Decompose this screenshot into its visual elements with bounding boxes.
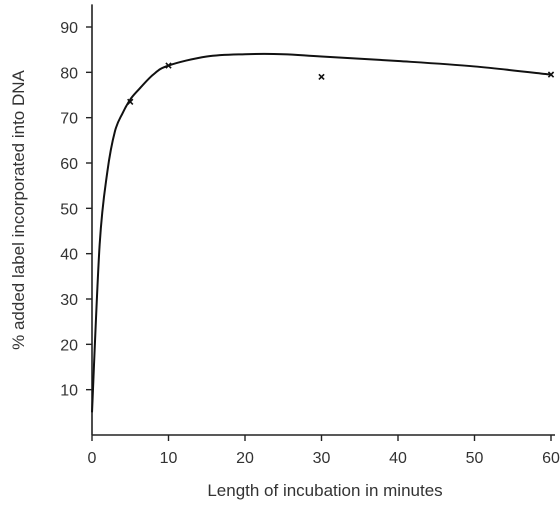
- y-tick-label-7: 80: [60, 65, 78, 82]
- x-tick-label-3: 30: [313, 450, 331, 467]
- x-tick-label-0: 0: [88, 450, 97, 467]
- data-point-3: [547, 71, 555, 78]
- y-tick-label-0: 10: [60, 383, 78, 400]
- x-tick-label-5: 50: [466, 450, 484, 467]
- x-tick-label-2: 20: [236, 450, 254, 467]
- fitted-curve: [91, 52, 552, 413]
- data-point-1: [165, 62, 172, 69]
- y-tick-label-8: 90: [60, 20, 78, 37]
- y-tick-label-6: 70: [60, 111, 78, 128]
- y-tick-label-1: 20: [60, 337, 78, 354]
- x-tick-label-6: 60: [542, 450, 560, 467]
- y-tick-label-3: 40: [60, 247, 78, 264]
- data-point-0: [127, 98, 134, 105]
- y-tick-label-2: 30: [60, 292, 78, 309]
- x-tick-label-1: 10: [160, 450, 178, 467]
- y-tick-label-4: 50: [60, 201, 78, 218]
- x-axis-title: Length of incubation in minutes: [207, 481, 442, 500]
- data-point-2: [318, 73, 325, 81]
- y-tick-label-5: 60: [60, 156, 78, 173]
- x-tick-label-4: 40: [389, 450, 407, 467]
- y-axis-title: % added label incorporated into DNA: [9, 69, 28, 349]
